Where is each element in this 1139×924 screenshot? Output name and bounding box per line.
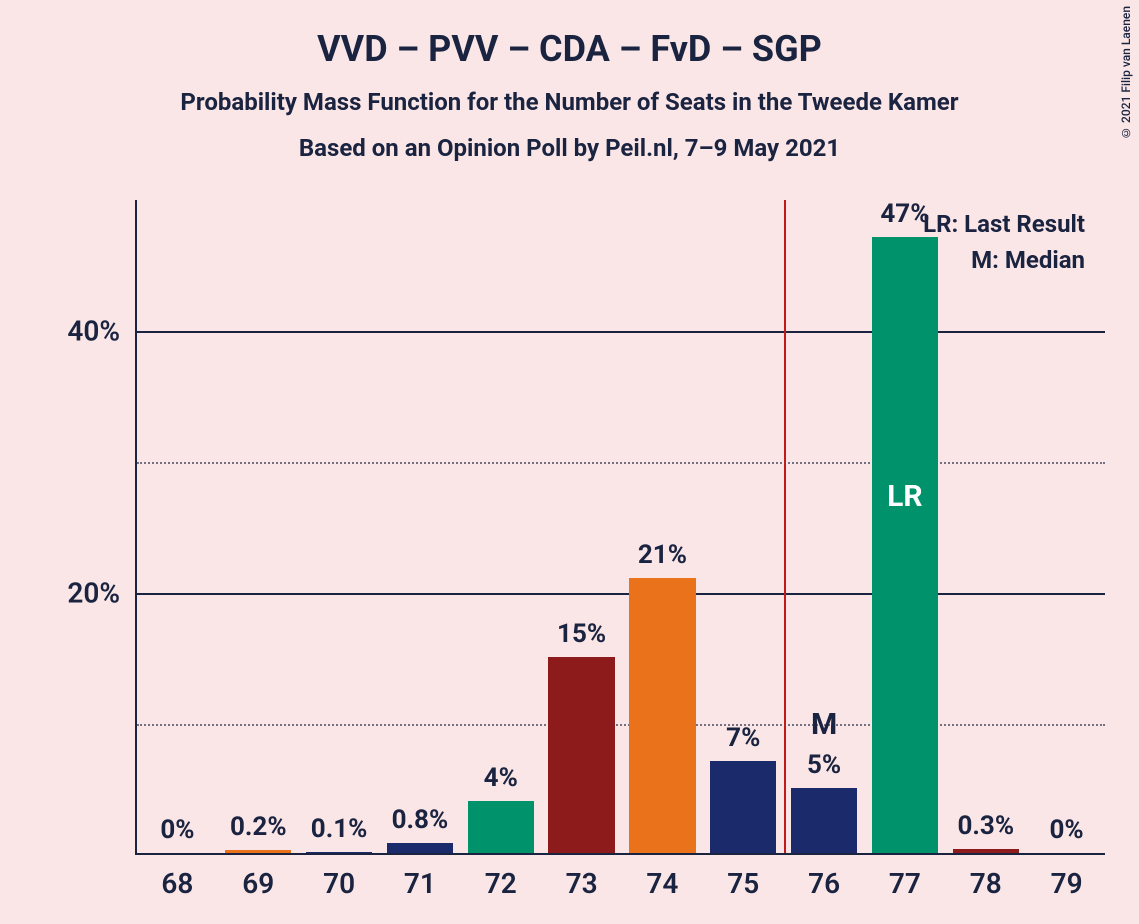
x-tick-label: 68 [161,867,193,900]
bar [306,852,372,853]
bar [225,850,291,853]
bar [629,578,695,853]
x-tick-label: 72 [485,867,517,900]
bar [387,843,453,853]
bar-upper-label: M [811,707,837,742]
bar-value-label: 0.8% [392,805,449,835]
bar-value-label: 0% [160,815,194,845]
bar-value-label: 4% [484,763,518,793]
bar-value-label: 5% [807,750,841,780]
y-tick-label: 40% [67,315,120,348]
bar-value-label: 15% [557,619,606,649]
bar [548,657,614,854]
legend-last-result: LR: Last Result [923,210,1085,238]
x-tick-label: 74 [646,867,678,900]
bar-value-label: 21% [638,540,687,570]
x-tick-label: 77 [889,867,921,900]
bar [791,788,857,854]
bar [468,801,534,853]
bar [872,237,938,853]
bar-value-label: 47% [880,199,929,229]
bar-value-label: 0.1% [311,814,368,844]
x-tick-label: 71 [404,867,436,900]
x-tick-label: 76 [808,867,840,900]
copyright-text: © 2021 Filip van Laenen [1119,6,1133,140]
bar [710,761,776,853]
y-tick-label: 20% [67,577,120,610]
legend-median: M: Median [971,246,1085,274]
bar-inside-label: LR [887,479,922,514]
pmf-seats-chart: VVD – PVV – CDA – FvD – SGP Probability … [0,0,1139,924]
bar-value-label: 0.3% [957,811,1014,841]
plot-area: 0% 0.2% 0.1% 0.8% 4% 15% 21% 7% 5% M 47% LR 0.3% 0% L… [135,200,1105,855]
chart-subtitle-2: Based on an Opinion Poll by Peil.nl, 7–9… [0,134,1139,162]
x-tick-label: 78 [970,867,1002,900]
bar-value-label: 0% [1050,815,1084,845]
bar-value-label: 0.2% [230,812,287,842]
x-tick-label: 70 [323,867,355,900]
x-tick-label: 69 [242,867,274,900]
x-tick-label: 75 [727,867,759,900]
bar [953,849,1019,853]
chart-title: VVD – PVV – CDA – FvD – SGP [0,28,1139,70]
bar-value-label: 7% [726,723,760,753]
x-tick-label: 73 [566,867,598,900]
bars-group: 0% 0.2% 0.1% 0.8% 4% 15% 21% 7% 5% M 47% LR 0.3% 0% [137,200,1105,853]
chart-subtitle-1: Probability Mass Function for the Number… [0,88,1139,116]
x-tick-label: 79 [1051,867,1083,900]
